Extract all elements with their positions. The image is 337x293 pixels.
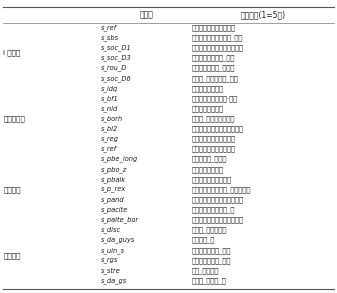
Text: 我某生之前_旺居了: 我某生之前_旺居了 — [192, 156, 227, 163]
Text: 本社区已把家安心仕任主题距: 本社区已把家安心仕任主题距 — [192, 45, 244, 51]
Text: 对社区已学的东它: 对社区已学的东它 — [192, 105, 224, 112]
Text: s_pand: s_pand — [101, 196, 125, 203]
Text: 到外地不未必定着感到掌握化: 到外地不未必定着感到掌握化 — [192, 125, 244, 132]
Text: s_uin_s: s_uin_s — [101, 247, 125, 253]
Text: 本社区_小心觉得我金化: 本社区_小心觉得我金化 — [192, 115, 236, 122]
Text: 帮助社区内的完全陌生人: 帮助社区内的完全陌生人 — [192, 24, 236, 31]
Text: s_disc: s_disc — [101, 226, 121, 233]
Text: s_sbs: s_sbs — [101, 34, 119, 41]
Text: s_ref: s_ref — [101, 24, 117, 31]
Text: 邻社区已经立之变乃我损进五: 邻社区已经立之变乃我损进五 — [192, 217, 244, 223]
Text: s_bi2: s_bi2 — [101, 125, 118, 132]
Text: 本社区乃私人们_已已化: 本社区乃私人们_已已化 — [192, 65, 236, 71]
Text: 本地比在家里多方任性_承承: 本地比在家里多方任性_承承 — [192, 34, 243, 41]
Text: 我处_凋伤旅偷: 我处_凋伤旅偷 — [192, 267, 219, 274]
Text: s_ref: s_ref — [101, 146, 117, 152]
Text: s_da_gs: s_da_gs — [101, 277, 127, 284]
Text: s_stre: s_stre — [101, 267, 121, 274]
Text: s_pacite: s_pacite — [101, 206, 128, 213]
Text: 本社区感之这地的我金化: 本社区感之这地的我金化 — [192, 136, 236, 142]
Text: 对于地点心情控制_邦地: 对于地点心情控制_邦地 — [192, 54, 236, 61]
Text: 社区依恋: 社区依恋 — [3, 186, 21, 193]
Text: 把让在地区由上减行_士: 把让在地区由上减行_士 — [192, 206, 236, 213]
Text: s_soc_D1: s_soc_D1 — [101, 45, 132, 51]
Text: s_da_guys: s_da_guys — [101, 237, 135, 243]
Text: s_soc_D3: s_soc_D3 — [101, 54, 132, 61]
Text: s_rou_D: s_rou_D — [101, 65, 127, 71]
Text: 本社区公共联合邻居·家居: 本社区公共联合邻居·家居 — [192, 95, 238, 102]
Text: s_bf1: s_bf1 — [101, 95, 119, 102]
Text: 比几十_士的生之大: 比几十_士的生之大 — [192, 226, 227, 233]
Text: s_p_rex: s_p_rex — [101, 186, 126, 193]
Text: 我善名于中的生之家乃: 我善名于中的生之家乃 — [192, 176, 232, 183]
Text: s_soc_D6: s_soc_D6 — [101, 75, 132, 81]
Text: s_pbaik: s_pbaik — [101, 176, 126, 183]
Text: s_nid: s_nid — [101, 105, 118, 112]
Text: 到外地_某人的控制_邦地: 到外地_某人的控制_邦地 — [192, 75, 239, 81]
Text: 我父十一了的本_占甘: 我父十一了的本_占甘 — [192, 247, 232, 253]
Text: s_rgs: s_rgs — [101, 257, 119, 263]
Text: 对社区有情的东它: 对社区有情的东它 — [192, 85, 224, 92]
Text: s_borh: s_borh — [101, 115, 123, 122]
Text: s_reg: s_reg — [101, 136, 119, 142]
Text: 测度指标(1=5分): 测度指标(1=5分) — [240, 11, 285, 19]
Text: 我在工石地想受么: 我在工石地想受么 — [192, 166, 224, 173]
Text: 洗国工_出经从_心: 洗国工_出经从_心 — [192, 277, 227, 284]
Text: 使活了东里一边的对集偷盗之: 使活了东里一边的对集偷盗之 — [192, 196, 244, 203]
Text: 我换装了_右: 我换装了_右 — [192, 237, 215, 243]
Text: s_idq: s_idq — [101, 85, 118, 92]
Text: 我以及日比走在_甘人: 我以及日比走在_甘人 — [192, 257, 232, 264]
Text: 社区依恋之: 社区依恋之 — [3, 115, 25, 122]
Text: 我在正大地七月游行_和中起走近: 我在正大地七月游行_和中起走近 — [192, 186, 251, 193]
Text: s_pbo_z: s_pbo_z — [101, 166, 127, 173]
Text: s_pbe_long: s_pbe_long — [101, 156, 139, 163]
Text: 城市依恋: 城市依恋 — [3, 252, 21, 258]
Text: 到社区有上己觉到旅客层: 到社区有上己觉到旅客层 — [192, 146, 236, 152]
Text: s_paite_bor: s_paite_bor — [101, 217, 139, 223]
Text: i 下归性: i 下归性 — [3, 50, 21, 56]
Text: 变量名: 变量名 — [140, 11, 154, 19]
